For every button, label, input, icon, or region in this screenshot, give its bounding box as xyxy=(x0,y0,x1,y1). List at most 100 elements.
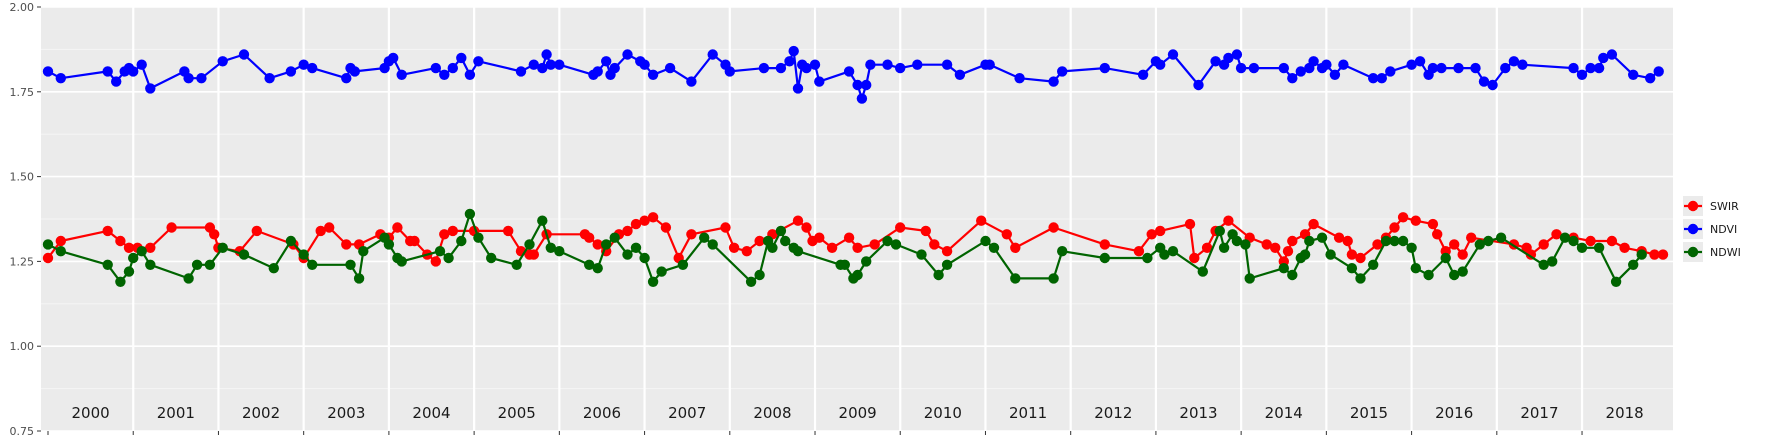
data-point xyxy=(980,235,991,247)
data-point xyxy=(592,239,603,250)
data-point xyxy=(358,246,369,257)
data-point xyxy=(1010,273,1021,284)
data-point xyxy=(55,235,66,247)
data-point xyxy=(1308,218,1319,230)
data-point xyxy=(430,256,441,267)
data-point xyxy=(622,225,633,237)
data-point xyxy=(204,259,216,270)
data-point xyxy=(1466,232,1477,243)
data-point xyxy=(1427,218,1439,230)
data-point xyxy=(843,232,855,243)
data-point xyxy=(707,239,718,250)
data-point xyxy=(554,59,565,70)
data-point xyxy=(128,252,139,264)
data-point xyxy=(123,266,135,277)
data-point xyxy=(1287,269,1298,281)
data-point xyxy=(1278,263,1290,274)
data-point xyxy=(801,62,812,74)
data-point xyxy=(1559,232,1571,243)
data-point xyxy=(839,259,850,270)
data-point xyxy=(1568,235,1579,247)
data-point xyxy=(511,259,522,270)
data-point xyxy=(1210,56,1221,67)
data-point xyxy=(584,232,595,243)
data-point xyxy=(1287,235,1298,247)
data-point xyxy=(1657,249,1669,260)
data-point xyxy=(1389,235,1400,247)
data-point xyxy=(1414,56,1426,67)
data-point xyxy=(1593,242,1605,253)
data-point xyxy=(1500,62,1511,74)
data-point xyxy=(1453,62,1464,74)
data-point xyxy=(136,59,147,70)
data-point xyxy=(1329,69,1341,81)
series-ndvi xyxy=(42,45,1664,104)
data-point xyxy=(754,235,765,247)
data-point xyxy=(609,232,620,243)
data-point xyxy=(954,69,966,81)
data-point xyxy=(1376,73,1388,84)
data-point xyxy=(1368,259,1379,270)
data-point xyxy=(515,66,527,77)
data-point xyxy=(1487,79,1498,91)
data-point xyxy=(622,249,633,260)
data-point xyxy=(1449,239,1460,250)
data-point xyxy=(984,59,995,70)
series-ndwi xyxy=(42,208,1647,287)
data-point xyxy=(1576,242,1588,253)
data-point xyxy=(1299,249,1311,260)
data-point xyxy=(1474,239,1486,250)
data-point xyxy=(609,62,620,74)
legend-key-dot xyxy=(1687,200,1699,212)
data-point xyxy=(861,79,872,91)
data-point xyxy=(430,62,441,74)
data-point xyxy=(1610,276,1622,287)
year-label: 2012 xyxy=(1094,404,1132,422)
data-point xyxy=(852,242,863,253)
data-point xyxy=(1427,62,1439,74)
data-point xyxy=(882,235,893,247)
data-point xyxy=(1316,232,1328,243)
legend-label: NDVI xyxy=(1710,223,1737,236)
data-point xyxy=(1048,273,1059,284)
data-point xyxy=(988,242,1000,253)
data-point xyxy=(869,239,880,250)
data-point xyxy=(814,76,825,87)
data-point xyxy=(409,235,420,247)
data-point xyxy=(1606,49,1618,60)
data-point xyxy=(788,45,799,57)
data-point xyxy=(584,259,595,270)
data-point xyxy=(656,266,667,277)
data-point xyxy=(1645,73,1656,84)
year-label: 2007 xyxy=(668,404,706,422)
data-point xyxy=(647,69,659,81)
data-point xyxy=(388,52,399,64)
data-point xyxy=(545,242,556,253)
data-point xyxy=(217,56,228,67)
data-point xyxy=(1197,266,1209,277)
data-point xyxy=(324,222,335,233)
data-point xyxy=(1223,215,1234,226)
data-point xyxy=(196,73,207,84)
data-point xyxy=(42,252,54,264)
data-point xyxy=(601,56,612,67)
data-point xyxy=(601,239,612,250)
data-point xyxy=(209,229,220,240)
data-point xyxy=(686,229,697,240)
data-point xyxy=(1576,69,1588,81)
data-point xyxy=(392,222,403,233)
data-point xyxy=(554,246,565,257)
data-point xyxy=(1551,229,1562,240)
data-point xyxy=(664,62,676,74)
legend-item-ndwi: NDWI xyxy=(1683,242,1741,262)
data-point xyxy=(1282,246,1294,257)
legend: SWIR NDVI NDWI xyxy=(1683,196,1741,262)
data-point xyxy=(882,59,893,70)
data-point xyxy=(307,259,318,270)
data-point xyxy=(1342,235,1353,247)
data-point xyxy=(933,269,944,281)
data-point xyxy=(268,263,279,274)
data-point xyxy=(298,59,309,70)
data-point xyxy=(895,222,906,233)
